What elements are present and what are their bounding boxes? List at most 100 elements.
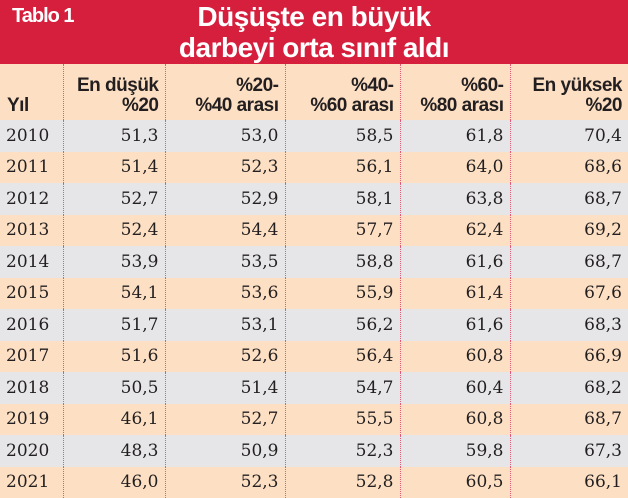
cell-lowest-20: 46,0 xyxy=(63,467,165,498)
cell-20-40: 52,6 xyxy=(165,341,285,373)
cell-60-80: 60,4 xyxy=(400,372,510,404)
cell-lowest-20: 51,6 xyxy=(63,341,165,373)
header-text: En düşük xyxy=(64,76,159,96)
cell-40-60: 52,8 xyxy=(285,467,400,498)
cell-40-60: 55,5 xyxy=(285,404,400,436)
cell-60-80: 62,4 xyxy=(400,215,510,247)
cell-year: 2010 xyxy=(0,120,63,152)
cell-highest-20: 68,7 xyxy=(510,183,628,215)
header-text xyxy=(7,76,57,96)
cell-20-40: 52,3 xyxy=(165,467,285,498)
cell-40-60: 58,5 xyxy=(285,120,400,152)
cell-20-40: 50,9 xyxy=(165,435,285,467)
cell-60-80: 64,0 xyxy=(400,152,510,184)
cell-lowest-20: 51,7 xyxy=(63,309,165,341)
table-banner: Tablo 1 Düşüşte en büyük darbeyi orta sı… xyxy=(0,0,628,64)
column-header-lowest-20: En düşük%20 xyxy=(63,64,165,120)
cell-20-40: 53,5 xyxy=(165,246,285,278)
cell-highest-20: 70,4 xyxy=(510,120,628,152)
cell-highest-20: 68,6 xyxy=(510,152,628,184)
cell-60-80: 59,8 xyxy=(400,435,510,467)
title-line-2: darbeyi orta sınıf aldı xyxy=(0,32,628,63)
cell-40-60: 58,1 xyxy=(285,183,400,215)
cell-highest-20: 68,7 xyxy=(510,404,628,436)
cell-highest-20: 66,9 xyxy=(510,341,628,373)
cell-lowest-20: 48,3 xyxy=(63,435,165,467)
cell-40-60: 56,4 xyxy=(285,341,400,373)
cell-highest-20: 69,2 xyxy=(510,215,628,247)
cell-20-40: 53,6 xyxy=(165,278,285,310)
header-text: En yüksek xyxy=(511,76,623,96)
table-title: Düşüşte en büyük darbeyi orta sınıf aldı xyxy=(0,1,628,63)
cell-year: 2012 xyxy=(0,183,63,215)
cell-lowest-20: 46,1 xyxy=(63,404,165,436)
column-header-highest-20: En yüksek%20 xyxy=(510,64,628,120)
cell-lowest-20: 54,1 xyxy=(63,278,165,310)
header-text: %20 xyxy=(64,96,159,116)
column-header-60-80: %60-%80 arası xyxy=(400,64,510,120)
cell-highest-20: 68,7 xyxy=(510,246,628,278)
cell-lowest-20: 50,5 xyxy=(63,372,165,404)
cell-40-60: 55,9 xyxy=(285,278,400,310)
cell-40-60: 56,2 xyxy=(285,309,400,341)
column-header-year: Yıl xyxy=(0,64,63,120)
cell-highest-20: 68,2 xyxy=(510,372,628,404)
cell-highest-20: 67,6 xyxy=(510,278,628,310)
cell-highest-20: 68,3 xyxy=(510,309,628,341)
header-text: %40- xyxy=(286,76,394,96)
header-text: %60- xyxy=(401,76,504,96)
title-line-1: Düşüşte en büyük xyxy=(0,1,628,32)
cell-20-40: 51,4 xyxy=(165,372,285,404)
cell-highest-20: 66,1 xyxy=(510,467,628,498)
cell-lowest-20: 51,3 xyxy=(63,120,165,152)
cell-60-80: 61,6 xyxy=(400,246,510,278)
cell-year: 2011 xyxy=(0,152,63,184)
cell-year: 2014 xyxy=(0,246,63,278)
cell-60-80: 60,8 xyxy=(400,341,510,373)
cell-lowest-20: 52,7 xyxy=(63,183,165,215)
cell-year: 2015 xyxy=(0,278,63,310)
cell-20-40: 53,1 xyxy=(165,309,285,341)
cell-year: 2021 xyxy=(0,467,63,498)
cell-60-80: 60,8 xyxy=(400,404,510,436)
header-text: %20 xyxy=(511,96,623,116)
header-text: %60 arası xyxy=(286,96,394,116)
cell-40-60: 54,7 xyxy=(285,372,400,404)
cell-60-80: 63,8 xyxy=(400,183,510,215)
cell-40-60: 58,8 xyxy=(285,246,400,278)
cell-40-60: 57,7 xyxy=(285,215,400,247)
cell-year: 2018 xyxy=(0,372,63,404)
cell-40-60: 52,3 xyxy=(285,435,400,467)
cell-year: 2019 xyxy=(0,404,63,436)
cell-year: 2020 xyxy=(0,435,63,467)
header-text: Yıl xyxy=(7,96,57,116)
cell-60-80: 60,5 xyxy=(400,467,510,498)
cell-20-40: 52,9 xyxy=(165,183,285,215)
cell-20-40: 54,4 xyxy=(165,215,285,247)
cell-lowest-20: 53,9 xyxy=(63,246,165,278)
column-header-20-40: %20-%40 arası xyxy=(165,64,285,120)
cell-year: 2013 xyxy=(0,215,63,247)
cell-lowest-20: 52,4 xyxy=(63,215,165,247)
cell-highest-20: 67,3 xyxy=(510,435,628,467)
cell-year: 2016 xyxy=(0,309,63,341)
cell-20-40: 52,7 xyxy=(165,404,285,436)
header-text: %20- xyxy=(166,76,279,96)
header-text: %40 arası xyxy=(166,96,279,116)
cell-40-60: 56,1 xyxy=(285,152,400,184)
cell-60-80: 61,6 xyxy=(400,309,510,341)
cell-20-40: 52,3 xyxy=(165,152,285,184)
